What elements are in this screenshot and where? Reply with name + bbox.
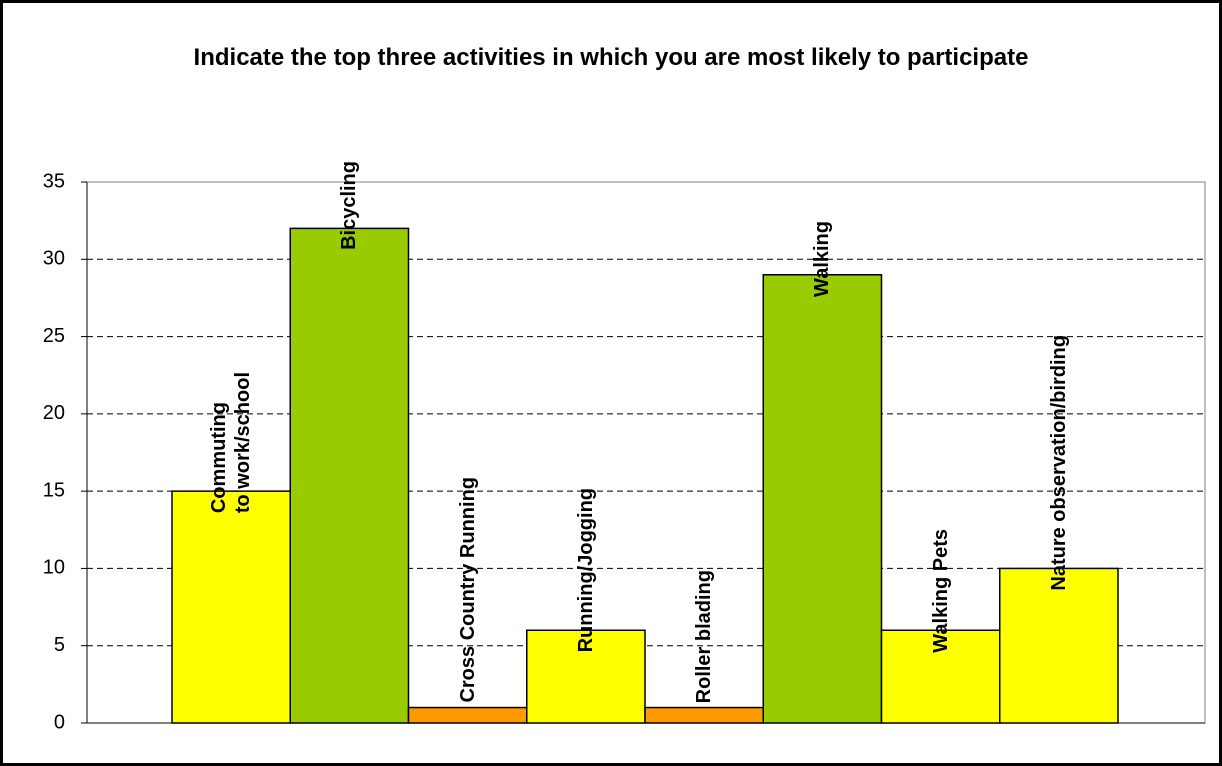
bar [407, 706, 528, 724]
category-label: Nature observation/birding [1047, 334, 1070, 591]
category-label: Bicycling [338, 161, 361, 251]
bar [526, 629, 646, 724]
category-label: Walking [811, 220, 834, 297]
bar [880, 629, 1001, 724]
y-tick-label: 30 [43, 248, 65, 270]
y-tick-label: 5 [54, 634, 65, 656]
bar [644, 706, 764, 724]
y-tick-label: 10 [43, 557, 65, 579]
category-label: Running/Jogging [574, 487, 597, 653]
y-tick-label: 35 [43, 170, 65, 192]
y-tick-label: 20 [43, 402, 65, 424]
bar [762, 273, 883, 724]
y-tick-label: 0 [54, 711, 65, 733]
y-tick-label: 15 [43, 479, 65, 501]
category-label: Cross Country Running [456, 477, 479, 703]
y-tick-label: 25 [43, 325, 65, 347]
category-label: Roller blading [693, 569, 716, 703]
bar [999, 567, 1119, 724]
bar [289, 227, 410, 724]
category-label: Commuting to work/school [208, 372, 255, 514]
bar [171, 490, 291, 724]
category-label: Walking Pets [929, 528, 952, 653]
chart-title: Indicate the top three activities in whi… [193, 44, 1029, 71]
